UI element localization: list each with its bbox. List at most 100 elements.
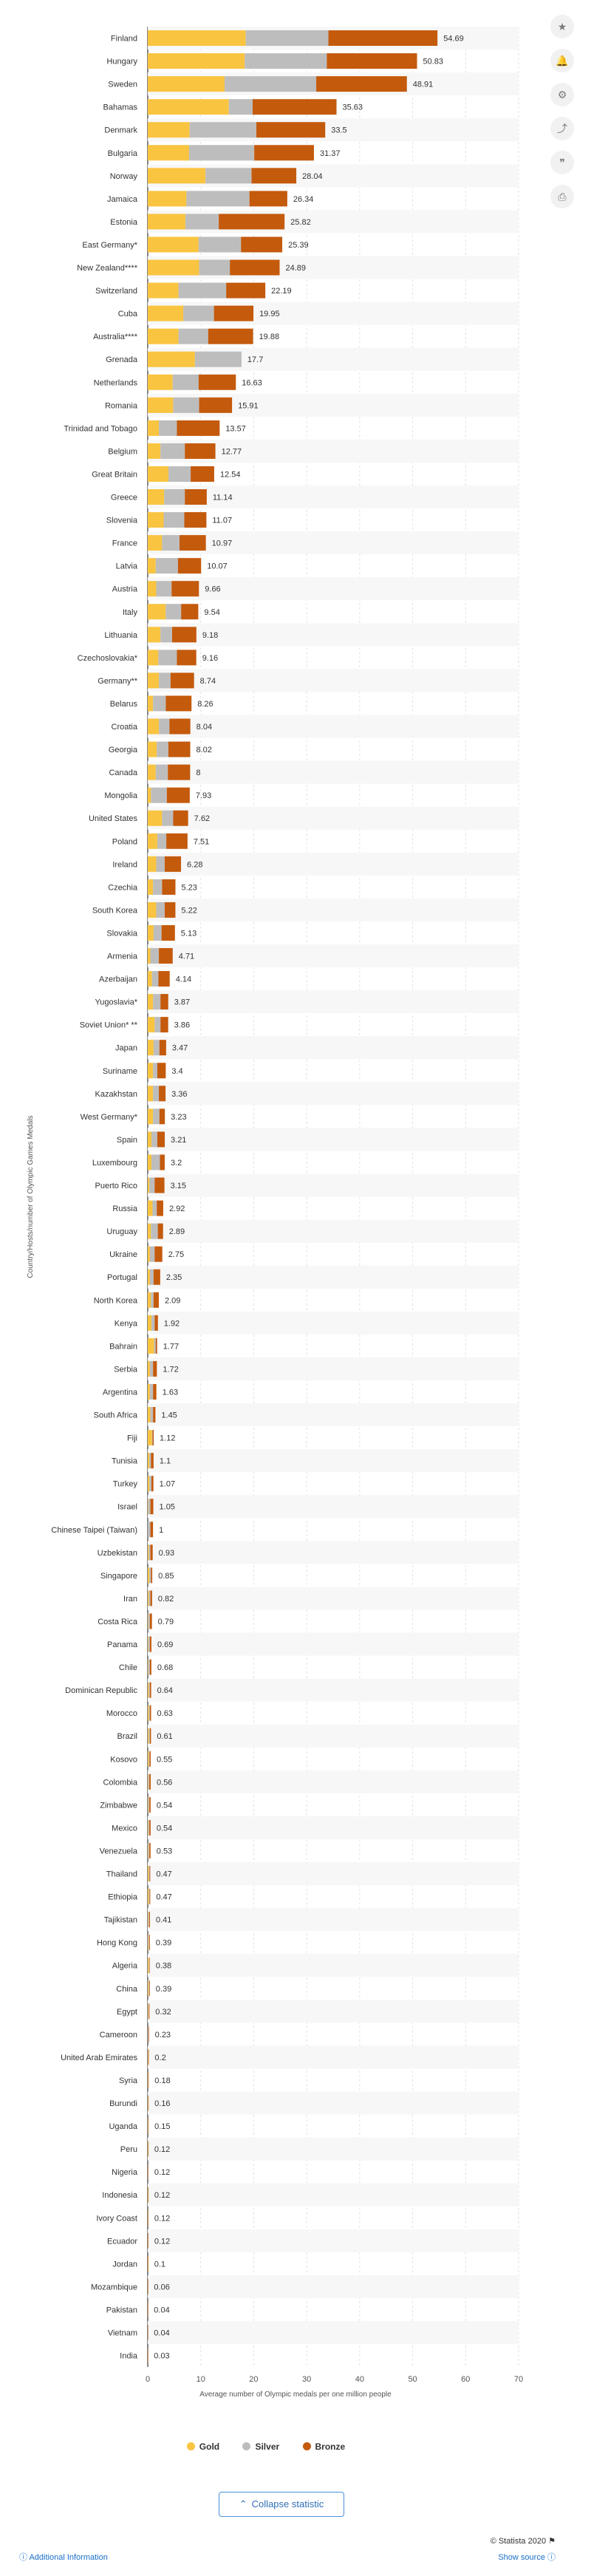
silver-segment[interactable] [159, 420, 177, 436]
gold-segment[interactable] [148, 1063, 154, 1079]
gold-segment[interactable] [148, 1338, 154, 1354]
silver-segment[interactable] [148, 1980, 149, 1997]
silver-segment[interactable] [153, 1063, 157, 1079]
gold-segment[interactable] [148, 1383, 150, 1400]
gold-segment[interactable] [148, 902, 157, 918]
silver-segment[interactable] [150, 948, 160, 964]
gold-segment[interactable] [148, 282, 179, 299]
gold-segment[interactable] [148, 1223, 151, 1239]
silver-segment[interactable] [149, 1269, 154, 1285]
bronze-segment[interactable] [149, 1889, 151, 1905]
bronze-segment[interactable] [150, 1499, 154, 1515]
bronze-segment[interactable] [148, 2095, 149, 2111]
gold-segment[interactable] [148, 1476, 150, 1492]
silver-segment[interactable] [151, 971, 159, 987]
silver-segment[interactable] [153, 879, 163, 895]
gold-segment[interactable] [148, 924, 154, 941]
quote-icon[interactable]: ❞ [550, 151, 574, 174]
gold-segment[interactable] [148, 1040, 154, 1056]
silver-segment[interactable] [158, 650, 177, 666]
bronze-segment[interactable] [149, 1842, 151, 1858]
show-source-link[interactable]: Show source ⓘ [498, 2551, 556, 2563]
silver-segment[interactable] [165, 604, 182, 620]
bronze-segment[interactable] [159, 1040, 166, 1056]
silver-segment[interactable] [245, 30, 329, 47]
bronze-segment[interactable] [160, 994, 168, 1010]
gold-segment[interactable] [148, 581, 157, 597]
silver-segment[interactable] [153, 1108, 160, 1125]
bronze-segment[interactable] [226, 282, 266, 299]
gold-segment[interactable] [148, 558, 156, 574]
bronze-segment[interactable] [208, 328, 253, 344]
bronze-segment[interactable] [150, 1522, 154, 1538]
gold-segment[interactable] [148, 948, 151, 964]
silver-segment[interactable] [151, 1430, 153, 1446]
silver-segment[interactable] [155, 558, 178, 574]
silver-segment[interactable] [148, 1522, 151, 1538]
bronze-segment[interactable] [249, 191, 287, 207]
gold-segment[interactable] [148, 1177, 150, 1193]
gold-segment[interactable] [148, 374, 173, 390]
bronze-segment[interactable] [148, 2003, 150, 2020]
silver-segment[interactable] [148, 1705, 150, 1721]
silver-segment[interactable] [205, 168, 252, 184]
silver-segment[interactable] [149, 1177, 155, 1193]
bronze-segment[interactable] [198, 374, 236, 390]
bronze-segment[interactable] [148, 2026, 149, 2042]
bronze-segment[interactable] [149, 1819, 151, 1836]
bronze-segment[interactable] [151, 1476, 154, 1492]
silver-segment[interactable] [153, 994, 161, 1010]
gold-segment[interactable] [148, 971, 152, 987]
bronze-segment[interactable] [160, 1154, 165, 1171]
gold-segment[interactable] [148, 512, 164, 528]
gold-segment[interactable] [148, 328, 179, 344]
gold-segment[interactable] [148, 650, 159, 666]
silver-segment[interactable] [189, 122, 257, 138]
silver-segment[interactable] [172, 374, 199, 390]
silver-segment[interactable] [245, 53, 327, 69]
silver-segment[interactable] [183, 305, 214, 321]
gold-segment[interactable] [148, 122, 190, 138]
silver-segment[interactable] [173, 397, 199, 413]
bronze-segment[interactable] [153, 1407, 156, 1423]
legend-silver[interactable]: Silver [242, 2442, 279, 2452]
silver-segment[interactable] [149, 1476, 152, 1492]
bronze-segment[interactable] [154, 1246, 163, 1262]
gold-segment[interactable] [148, 672, 160, 689]
silver-segment[interactable] [153, 695, 166, 712]
bronze-segment[interactable] [154, 1177, 165, 1193]
bronze-segment[interactable] [148, 2049, 149, 2065]
silver-segment[interactable] [151, 1154, 160, 1171]
silver-segment[interactable] [164, 489, 185, 505]
silver-segment[interactable] [198, 236, 242, 253]
silver-segment[interactable] [149, 1246, 155, 1262]
gold-segment[interactable] [148, 99, 229, 115]
silver-segment[interactable] [151, 1223, 158, 1239]
bronze-segment[interactable] [213, 305, 254, 321]
gold-segment[interactable] [148, 168, 206, 184]
bronze-segment[interactable] [155, 1338, 157, 1354]
silver-segment[interactable] [148, 2003, 149, 2020]
gold-segment[interactable] [148, 1154, 152, 1171]
silver-segment[interactable] [156, 856, 165, 872]
gold-segment[interactable] [148, 259, 199, 276]
silver-segment[interactable] [148, 1659, 150, 1675]
gold-segment[interactable] [148, 1315, 152, 1331]
gold-segment[interactable] [148, 879, 154, 895]
gold-segment[interactable] [148, 1246, 150, 1262]
gold-segment[interactable] [148, 1269, 150, 1285]
bronze-segment[interactable] [168, 741, 191, 757]
bronze-segment[interactable] [148, 1935, 150, 1951]
gold-segment[interactable] [148, 535, 163, 551]
bronze-segment[interactable] [165, 695, 192, 712]
silver-segment[interactable] [159, 672, 171, 689]
silver-segment[interactable] [148, 1751, 150, 1767]
gold-segment[interactable] [148, 994, 154, 1010]
silver-segment[interactable] [160, 443, 185, 459]
bronze-segment[interactable] [169, 718, 191, 735]
silver-segment[interactable] [149, 1567, 151, 1584]
bronze-segment[interactable] [153, 1383, 157, 1400]
silver-segment[interactable] [178, 328, 208, 344]
gold-segment[interactable] [148, 53, 245, 69]
gold-segment[interactable] [148, 1108, 154, 1125]
